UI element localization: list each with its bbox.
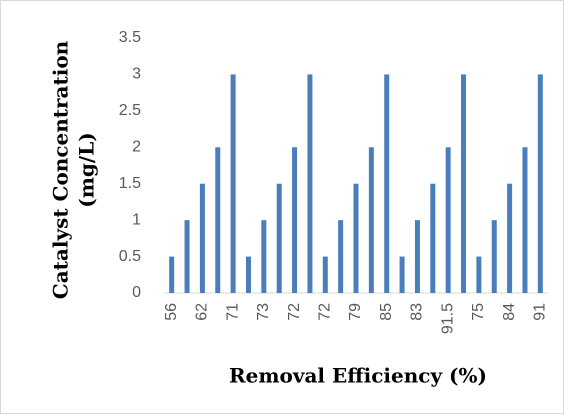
x-tick-label: 72: [316, 303, 333, 321]
bar: [276, 183, 282, 293]
y-axis-title: Catalyst Concentration: [49, 40, 73, 299]
bar: [537, 74, 543, 293]
y-tick-label: 1.5: [119, 175, 141, 192]
bar: [230, 74, 236, 293]
y-tick-label: 0: [132, 284, 141, 301]
x-tick-label: 75: [470, 303, 487, 321]
bar: [215, 147, 221, 293]
y-tick-label: 3.5: [119, 29, 141, 46]
x-tick-label: 62: [194, 303, 211, 321]
bar: [476, 256, 482, 293]
y-axis-title: (mg/L): [75, 132, 99, 207]
x-tick-label: 83: [409, 303, 426, 321]
x-tick-label: 91: [532, 303, 549, 321]
bar: [245, 256, 251, 293]
bar: [522, 147, 528, 293]
y-tick-label: 3: [132, 66, 141, 83]
bar: [491, 220, 497, 293]
bar: [445, 147, 451, 293]
bar: [307, 74, 313, 293]
x-tick-label: 85: [378, 303, 395, 321]
bar: [384, 74, 390, 293]
y-tick-label: 0.5: [119, 248, 141, 265]
y-tick-label: 1: [132, 211, 141, 228]
x-axis-title: Removal Efficiency (%): [229, 364, 487, 388]
bar: [507, 183, 513, 293]
bar: [461, 74, 467, 293]
x-tick-label: 73: [255, 303, 272, 321]
bar: [292, 147, 298, 293]
bar: [414, 220, 420, 293]
bar: [322, 256, 328, 293]
bar: [430, 183, 436, 293]
bar: [353, 183, 359, 293]
y-tick-label: 2.5: [119, 102, 141, 119]
x-tick-label: 56: [163, 303, 180, 321]
x-tick-label: 71: [224, 303, 241, 321]
bar: [184, 220, 190, 293]
bar: [338, 220, 344, 293]
bar: [261, 220, 267, 293]
bar: [399, 256, 405, 293]
bar: [199, 183, 205, 293]
bar: [169, 256, 175, 293]
x-tick-label: 84: [501, 303, 518, 321]
y-tick-label: 2: [132, 139, 141, 156]
x-tick-label: 91.5: [439, 303, 456, 334]
x-tick-label: 72: [286, 303, 303, 321]
x-tick-label: 79: [347, 303, 364, 321]
bar: [368, 147, 374, 293]
